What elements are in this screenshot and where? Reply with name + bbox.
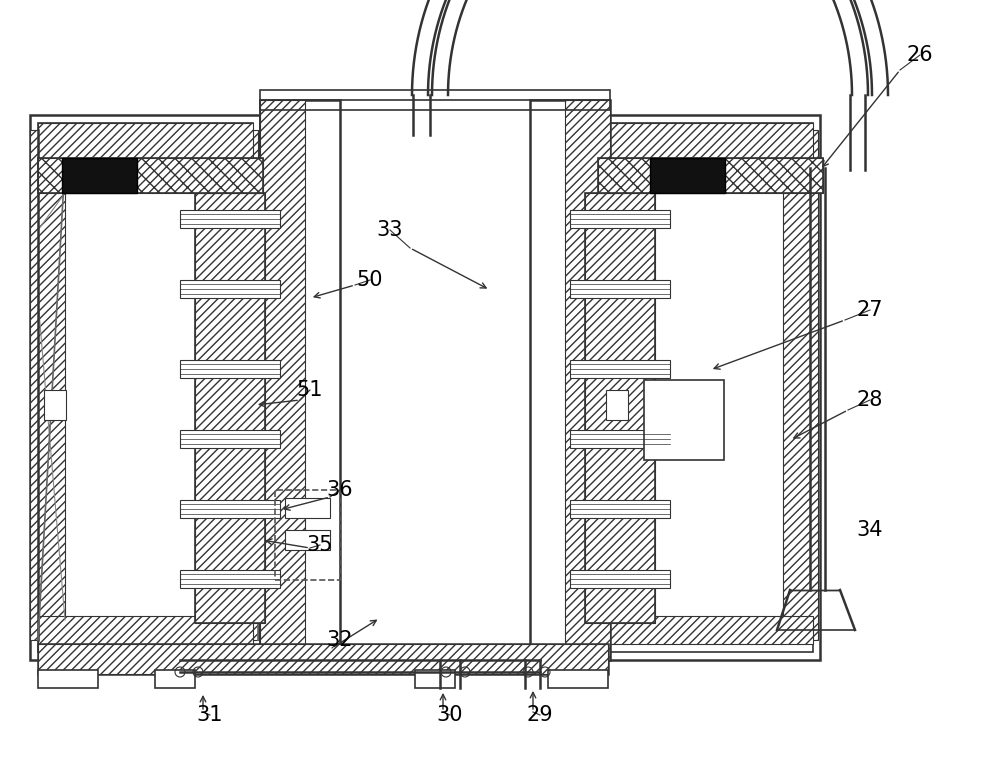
Bar bbox=[195, 193, 265, 623]
Text: 51: 51 bbox=[297, 380, 323, 400]
Bar bbox=[783, 130, 818, 640]
Bar bbox=[180, 430, 280, 448]
Text: 36: 36 bbox=[327, 480, 353, 500]
Text: 30: 30 bbox=[437, 705, 463, 725]
Bar bbox=[260, 100, 340, 660]
Bar bbox=[30, 130, 65, 640]
Bar bbox=[30, 115, 260, 660]
Bar bbox=[275, 490, 340, 580]
Bar bbox=[38, 123, 253, 158]
Bar bbox=[180, 210, 280, 228]
Bar bbox=[44, 390, 66, 420]
Bar bbox=[260, 100, 610, 660]
Bar bbox=[590, 115, 820, 660]
Bar bbox=[585, 193, 655, 623]
Bar bbox=[650, 158, 725, 193]
Bar bbox=[180, 360, 280, 378]
Text: 26: 26 bbox=[907, 45, 933, 65]
Bar bbox=[38, 158, 263, 193]
Bar bbox=[180, 500, 280, 518]
Bar bbox=[598, 123, 813, 652]
Text: 50: 50 bbox=[357, 270, 383, 290]
Bar bbox=[38, 670, 98, 688]
Bar bbox=[570, 360, 670, 378]
Bar bbox=[565, 100, 610, 660]
Bar bbox=[285, 498, 330, 518]
Bar bbox=[180, 570, 280, 588]
Text: 33: 33 bbox=[377, 220, 403, 240]
Bar bbox=[590, 130, 625, 640]
Bar bbox=[38, 644, 608, 674]
Text: 35: 35 bbox=[307, 535, 333, 555]
Bar bbox=[260, 100, 305, 660]
Bar bbox=[38, 158, 263, 193]
Bar bbox=[570, 280, 670, 298]
Bar bbox=[223, 130, 258, 640]
Bar bbox=[285, 530, 330, 550]
Bar bbox=[530, 100, 610, 660]
Bar bbox=[548, 670, 608, 688]
Bar bbox=[598, 158, 823, 193]
Bar bbox=[180, 280, 280, 298]
Bar bbox=[38, 644, 608, 674]
Bar bbox=[585, 193, 655, 623]
Bar bbox=[598, 158, 823, 193]
Text: 28: 28 bbox=[857, 390, 883, 410]
Bar bbox=[570, 430, 670, 448]
Text: 27: 27 bbox=[857, 300, 883, 320]
Bar bbox=[606, 390, 628, 420]
Bar bbox=[570, 570, 670, 588]
Bar bbox=[155, 670, 195, 688]
Bar bbox=[38, 123, 253, 652]
Bar bbox=[260, 90, 610, 110]
Bar bbox=[570, 210, 670, 228]
Bar bbox=[598, 123, 813, 158]
Bar bbox=[62, 158, 137, 193]
Text: 29: 29 bbox=[527, 705, 553, 725]
Bar bbox=[38, 616, 253, 644]
Text: 31: 31 bbox=[197, 705, 223, 725]
Bar bbox=[644, 380, 724, 460]
Bar bbox=[415, 670, 455, 688]
Bar bbox=[195, 193, 265, 623]
Bar bbox=[598, 616, 813, 644]
Text: 34: 34 bbox=[857, 520, 883, 540]
Bar bbox=[570, 500, 670, 518]
Text: 32: 32 bbox=[327, 630, 353, 650]
